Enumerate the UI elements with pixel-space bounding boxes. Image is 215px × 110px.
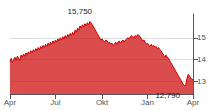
- svg-text:13: 13: [197, 77, 206, 86]
- svg-text:15,750: 15,750: [68, 7, 93, 16]
- svg-text:15: 15: [197, 33, 206, 42]
- svg-text:Okt: Okt: [96, 98, 109, 107]
- svg-text:Jan: Jan: [141, 98, 154, 107]
- svg-text:Jul: Jul: [50, 98, 60, 107]
- svg-text:Apr: Apr: [187, 98, 200, 107]
- svg-text:Apr: Apr: [4, 98, 17, 107]
- svg-text:12,790: 12,790: [155, 91, 180, 100]
- svg-text:14: 14: [197, 55, 206, 64]
